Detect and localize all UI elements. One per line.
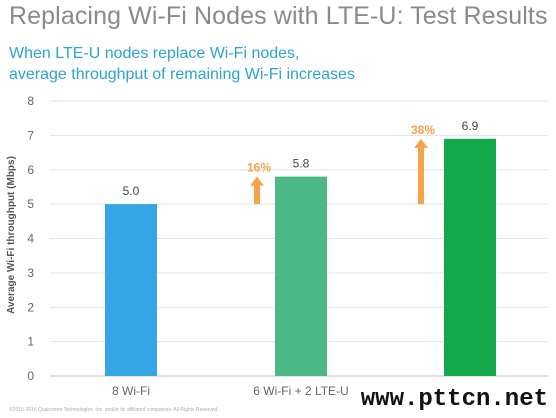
y-tick-label: 5 bbox=[27, 197, 34, 211]
bar bbox=[444, 138, 496, 376]
increase-arrow-head bbox=[250, 176, 264, 186]
increase-annotations: 16% 38% bbox=[247, 123, 435, 205]
increase-arrow-head bbox=[414, 138, 428, 148]
bar-value-label: 5.8 bbox=[293, 157, 310, 171]
watermark: www.pttcn.net bbox=[354, 385, 552, 414]
increase-percent-label: 38% bbox=[411, 123, 435, 137]
subtitle-line-2: average throughput of remaining Wi-Fi in… bbox=[9, 66, 355, 83]
bar-value-label: 6.9 bbox=[462, 119, 479, 133]
bar bbox=[105, 204, 157, 376]
y-tick-label: 4 bbox=[27, 232, 34, 246]
increase-arrow-shaft bbox=[418, 146, 424, 205]
y-tick-label: 6 bbox=[27, 163, 34, 177]
bar-value-label: 5.0 bbox=[123, 184, 140, 198]
y-axis-ticks: 0 1 2 3 4 5 6 7 8 bbox=[27, 94, 34, 383]
y-tick-label: 1 bbox=[27, 335, 34, 349]
bar bbox=[275, 176, 327, 376]
y-tick-label: 7 bbox=[27, 128, 34, 142]
bars: 5.0 5.8 6.9 bbox=[105, 119, 496, 376]
copyright-footnote: ©2015-2016 Qualcomm Technologies, Inc. a… bbox=[9, 407, 219, 413]
y-tick-label: 3 bbox=[27, 266, 34, 280]
y-tick-label: 2 bbox=[27, 300, 34, 314]
y-axis-label: Average Wi-Fi throughput (Mbps) bbox=[6, 156, 17, 314]
x-tick-label: 6 Wi-Fi + 2 LTE-U bbox=[253, 384, 348, 398]
x-tick-label: 8 Wi-Fi bbox=[112, 384, 150, 398]
subtitle-line-1: When LTE-U nodes replace Wi-Fi nodes, bbox=[9, 45, 300, 62]
y-tick-label: 0 bbox=[27, 369, 34, 383]
y-tick-label: 8 bbox=[27, 94, 34, 108]
chart-title: Replacing Wi-Fi Nodes with LTE-U: Test R… bbox=[9, 2, 548, 30]
increase-percent-label: 16% bbox=[247, 161, 271, 175]
increase-arrow-shaft bbox=[254, 184, 260, 205]
chart-subtitle: When LTE-U nodes replace Wi-Fi nodes, av… bbox=[9, 43, 355, 85]
